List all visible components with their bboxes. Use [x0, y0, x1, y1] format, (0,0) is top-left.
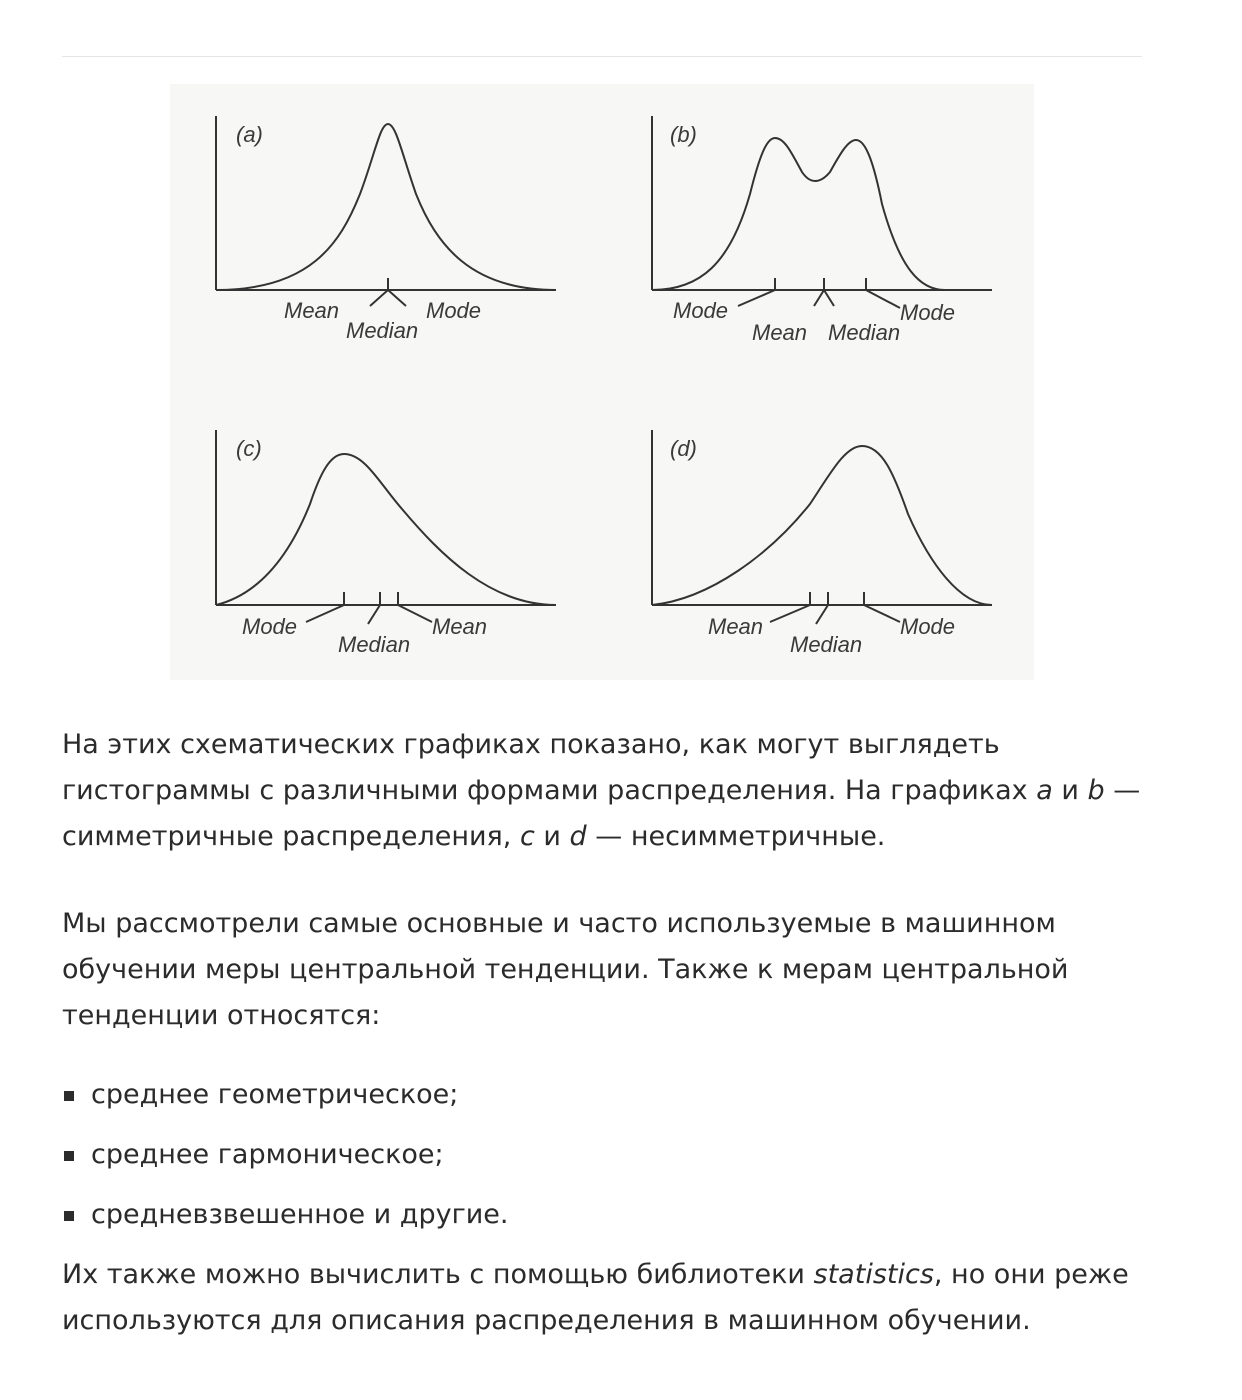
list-item-text: средневзвешенное и другие.: [91, 1199, 509, 1230]
paragraph-statistics-library: Их также можно вычислить с помощью библи…: [62, 1252, 1142, 1344]
panel-a-curve: [215, 122, 557, 291]
paragraph1-italic-b: b: [1087, 775, 1105, 806]
panel-b-label: (b): [670, 122, 697, 147]
paragraph-figure-caption: На этих схематических графиках показано,…: [62, 722, 1142, 860]
panel-d-mode-label: Mode: [900, 614, 955, 639]
panel-d-label: (d): [670, 436, 697, 461]
list-item-text: среднее геометрическое;: [91, 1079, 459, 1110]
panel-a-label: (a): [236, 122, 263, 147]
panel-b-mean-label: Mean: [752, 320, 807, 345]
panel-d-curve: [651, 444, 993, 606]
panel-c-mode-label: Mode: [242, 614, 297, 639]
paragraph1-italic-a: a: [1036, 775, 1053, 806]
list-item-text: среднее гармоническое;: [91, 1139, 444, 1170]
distribution-shapes-figure: (a) (b) (c) (d) Mean Median Mode Mode Me…: [170, 84, 1034, 680]
paragraph1-text-4: и: [534, 821, 570, 852]
panel-c-median-label: Median: [338, 632, 410, 657]
measures-list: среднее геометрическое; среднее гармонич…: [62, 1072, 1142, 1238]
library-name: statistics: [813, 1259, 934, 1290]
panel-c-label: (c): [236, 436, 262, 461]
panel-c-mode-leader: [305, 604, 345, 623]
list-item: среднее геометрическое;: [62, 1072, 1142, 1118]
panel-b-mean-leader-b: [823, 289, 835, 307]
list-item: среднее гармоническое;: [62, 1132, 1142, 1178]
paragraph3-text-1: Их также можно вычислить с помощью библи…: [62, 1259, 814, 1290]
panel-a-mean-leader: [369, 289, 389, 307]
figure-svg: (a) (b) (c) (d) Mean Median Mode Mode Me…: [215, 116, 993, 657]
panel-c-curve: [215, 452, 557, 606]
article-content: На этих схематических графиках показано,…: [62, 722, 1142, 1344]
paragraph1-italic-c: c: [519, 821, 535, 852]
paragraph3-text-2: , но они реже используются для описания …: [62, 1259, 1129, 1336]
paragraph1-text-2: и: [1052, 775, 1088, 806]
list-item: средневзвешенное и другие.: [62, 1192, 1142, 1238]
panel-b-mode-right-leader: [865, 289, 901, 309]
panel-a-mean-label: Mean: [284, 298, 339, 323]
panel-b-mode-right-label: Mode: [900, 300, 955, 325]
panel-d-median-leader: [815, 604, 829, 625]
panel-a-mode-leader: [387, 289, 407, 307]
panel-d-mean-label: Mean: [708, 614, 763, 639]
panel-b-curve: [651, 136, 992, 291]
bullet-square-icon: [64, 1211, 74, 1221]
panel-d-mode-leader: [863, 604, 901, 623]
panel-c-mean-leader: [397, 604, 433, 623]
panel-d-mean-leader: [769, 604, 811, 623]
bullet-square-icon: [64, 1151, 74, 1161]
panel-c-mean-label: Mean: [432, 614, 487, 639]
section-divider: [62, 56, 1142, 57]
panel-b-median-label: Median: [828, 320, 900, 345]
paragraph1-text-3: — симметричные распределения,: [62, 775, 1141, 852]
panel-c-median-leader: [367, 604, 381, 625]
panel-a-mode-label: Mode: [426, 298, 481, 323]
paragraph1-text-5: — несимметричные.: [586, 821, 886, 852]
paragraph1-italic-d: d: [569, 821, 587, 852]
panel-b-mode-left-leader: [737, 289, 776, 307]
bullet-square-icon: [64, 1091, 74, 1101]
paragraph-central-tendency: Мы рассмотрели самые основные и часто ис…: [62, 908, 1069, 1031]
paragraph1-text-1: На этих схематических графиках показано,…: [62, 729, 1037, 806]
panel-d-median-label: Median: [790, 632, 862, 657]
panel-a-median-label: Median: [346, 318, 418, 343]
panel-b-mean-leader-a: [813, 289, 825, 307]
panel-b-mode-left-label: Mode: [673, 298, 728, 323]
